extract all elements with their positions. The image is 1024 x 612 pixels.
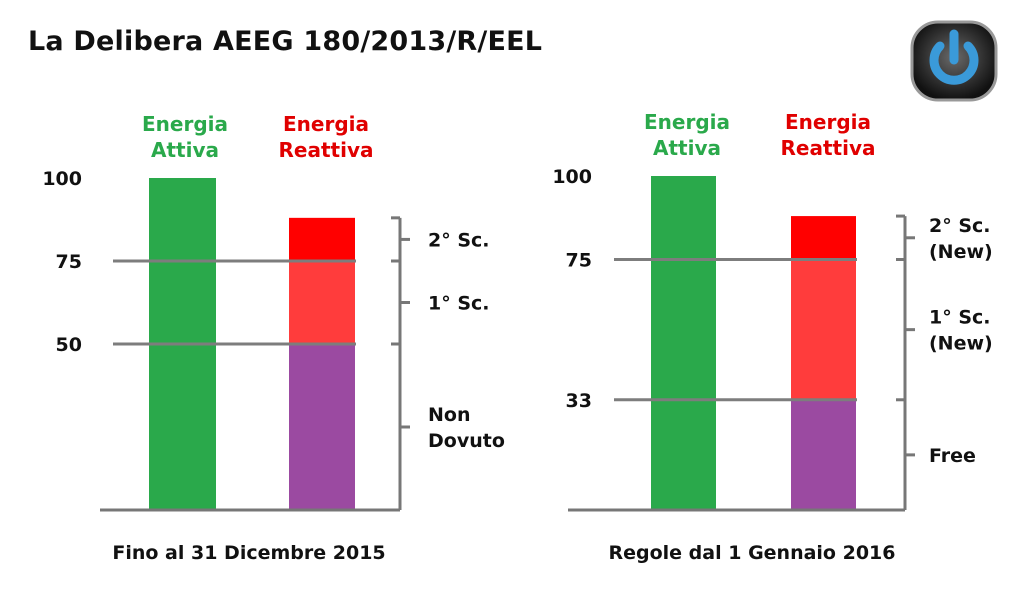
y-tick-label: 75 bbox=[56, 251, 82, 273]
legend-label: Energia bbox=[283, 112, 369, 136]
y-tick-label: 100 bbox=[42, 168, 82, 190]
bracket-label: Free bbox=[929, 445, 976, 467]
legend-label: Reattiva bbox=[781, 136, 876, 160]
power-button-icon bbox=[910, 20, 998, 102]
bracket-label: Dovuto bbox=[428, 430, 505, 452]
legend-label: Attiva bbox=[151, 138, 219, 162]
legend-label: Attiva bbox=[653, 136, 721, 160]
legend-label: Energia bbox=[785, 110, 871, 134]
bar-segment-reattiva bbox=[791, 216, 856, 260]
bar-energia-attiva bbox=[651, 176, 716, 510]
bracket-label: Non bbox=[428, 404, 470, 426]
bracket-label: 1° Sc. bbox=[929, 307, 991, 329]
legend-label: Reattiva bbox=[279, 138, 374, 162]
y-tick-label: 75 bbox=[566, 250, 592, 272]
bracket-label: 2° Sc. bbox=[929, 215, 991, 237]
legend-label: Energia bbox=[644, 110, 730, 134]
bracket-label: (New) bbox=[929, 333, 993, 355]
bar-segment-reattiva bbox=[791, 259, 856, 400]
bracket-label: (New) bbox=[929, 241, 993, 263]
page-title: La Delibera AEEG 180/2013/R/EEL bbox=[28, 26, 543, 57]
bar-segment-reattiva bbox=[791, 399, 856, 510]
legend-label: Energia bbox=[142, 112, 228, 136]
y-tick-label: 100 bbox=[552, 166, 592, 188]
bar-segment-reattiva bbox=[289, 344, 355, 510]
chart-caption: Regole dal 1 Gennaio 2016 bbox=[609, 542, 896, 564]
y-tick-label: 50 bbox=[56, 334, 82, 356]
bar-segment-reattiva bbox=[289, 261, 355, 344]
chart-caption: Fino al 31 Dicembre 2015 bbox=[112, 542, 385, 564]
y-tick-label: 33 bbox=[566, 390, 592, 412]
bar-segment-reattiva bbox=[289, 217, 355, 261]
bracket-label: 2° Sc. bbox=[428, 229, 490, 251]
bracket-label: 1° Sc. bbox=[428, 293, 490, 315]
